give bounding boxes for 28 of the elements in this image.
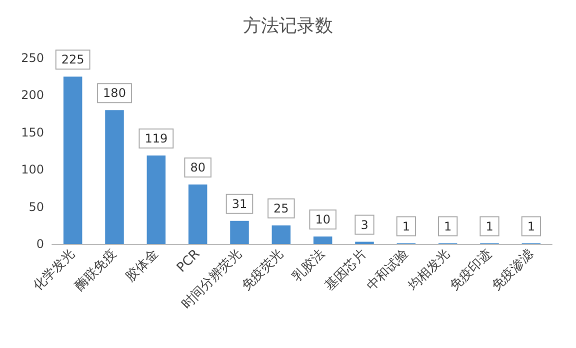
data-label: 225	[61, 52, 84, 67]
bar	[146, 155, 166, 244]
y-tick-label: 200	[21, 88, 44, 102]
y-tick-label: 100	[21, 162, 44, 177]
chart-title: 方法记录数	[243, 16, 333, 36]
data-label: 25	[274, 201, 289, 216]
data-label: 180	[103, 86, 126, 100]
x-tick-label: 胶体金	[123, 246, 162, 285]
y-tick-label: 250	[21, 51, 44, 65]
data-label: 1	[402, 219, 410, 234]
data-label: 31	[232, 196, 248, 211]
data-label: 1	[486, 219, 494, 234]
data-label: 10	[315, 212, 330, 227]
data-label: 1	[444, 219, 452, 234]
data-label: 80	[190, 160, 206, 174]
x-tick-label: PCR	[174, 246, 204, 276]
data-label: 1	[527, 219, 535, 234]
y-tick-label: 50	[28, 200, 44, 214]
y-tick-label: 0	[36, 237, 44, 251]
bar	[188, 184, 208, 244]
data-label: 3	[360, 218, 368, 232]
bar	[230, 220, 249, 244]
bar	[63, 76, 82, 244]
data-label: 119	[144, 131, 168, 146]
bar	[272, 225, 291, 244]
bar	[313, 236, 332, 244]
bar	[105, 110, 124, 244]
y-tick-label: 150	[21, 125, 44, 140]
